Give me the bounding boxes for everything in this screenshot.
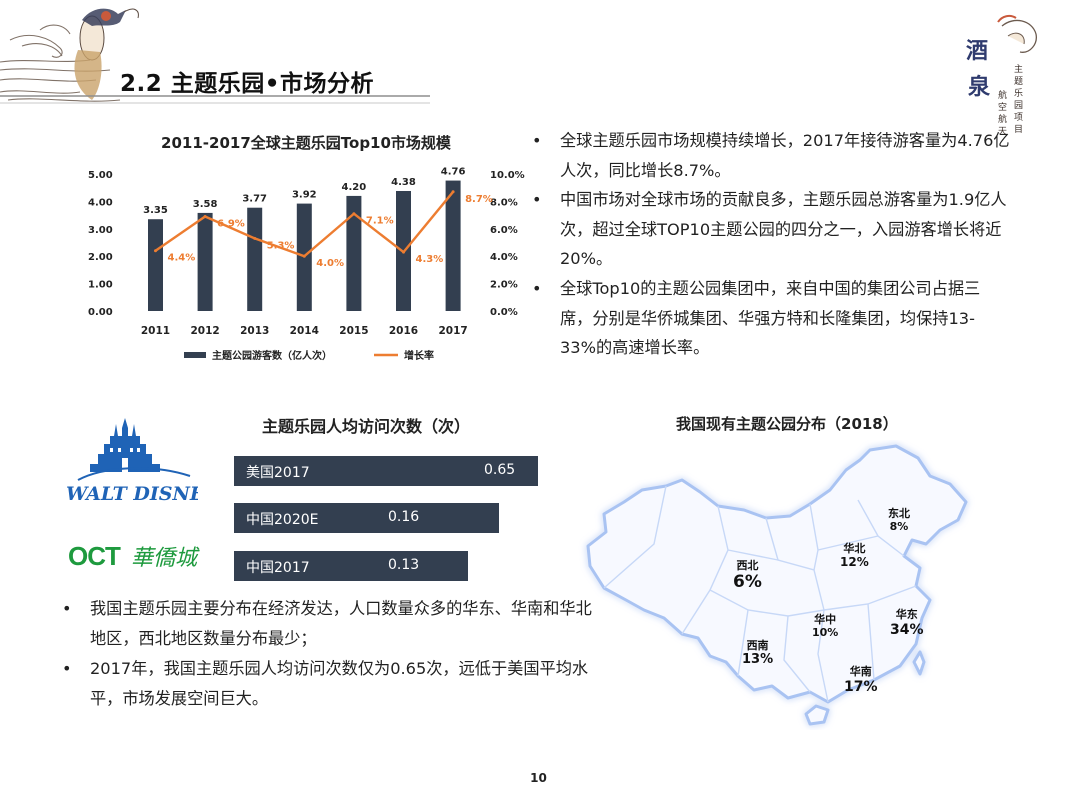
growth-rate-label: 6.9% bbox=[217, 218, 245, 229]
y-right-tick-label: 8.0% bbox=[490, 197, 518, 208]
growth-rate-point bbox=[203, 214, 207, 218]
page-number: 10 bbox=[530, 771, 547, 785]
x-tick-label: 2016 bbox=[389, 325, 418, 337]
bar-value-label: 4.20 bbox=[342, 182, 367, 193]
market-bullets: • 全球主题乐园市场规模持续增长，2017年接待游客量为4.76亿人次，同比增长8… bbox=[530, 126, 1010, 363]
oct-wordmark: OCT bbox=[68, 541, 121, 571]
page-title: 2.2 主题乐园•市场分析 bbox=[120, 71, 374, 97]
disney-wordmark: WALT DISNEY bbox=[66, 483, 198, 505]
y-right-tick-label: 2.0% bbox=[490, 280, 518, 291]
bar-value-label: 4.38 bbox=[391, 177, 416, 188]
region-northwest: 西北 6% bbox=[733, 559, 762, 592]
growth-rate-label: 4.3% bbox=[416, 254, 444, 265]
svg-text:园: 园 bbox=[1014, 100, 1023, 111]
y-left-tick-label: 5.00 bbox=[88, 170, 113, 181]
bar-value-label: 4.76 bbox=[441, 167, 466, 178]
bar-value-label: 3.77 bbox=[242, 194, 267, 205]
map-title: 我国现有主题公园分布（2018） bbox=[676, 415, 898, 433]
growth-rate-point bbox=[402, 250, 405, 254]
x-tick-label: 2015 bbox=[339, 325, 368, 337]
x-tick-label: 2017 bbox=[438, 325, 467, 337]
market-size-chart: 0.00 1.00 2.00 3.00 4.00 5.00 0.0% 2.0% 4.0% 6.0%… bbox=[88, 167, 525, 362]
bullet-item: • 中国市场对全球市场的贡献良多，主题乐园总游客量为1.9亿人次，超过全球TOP1… bbox=[532, 190, 1007, 269]
chart-title: 2011-2017全球主题乐园Top10市场规模 bbox=[161, 134, 451, 152]
x-tick-label: 2011 bbox=[141, 325, 170, 337]
growth-rate-point bbox=[302, 254, 306, 258]
growth-rate-label: 8.7% bbox=[465, 194, 493, 205]
bar-value-label: 3.92 bbox=[292, 190, 317, 201]
logo-char-2: 泉 bbox=[968, 74, 991, 100]
svg-text:主: 主 bbox=[1014, 63, 1023, 75]
bar-value-label: 3.58 bbox=[193, 199, 218, 210]
growth-rate-point bbox=[451, 190, 455, 194]
china-theme-park-map bbox=[586, 444, 968, 726]
header-decoration bbox=[0, 8, 430, 104]
svg-text:天: 天 bbox=[998, 127, 1007, 134]
oct-chinese-wordmark: 華僑城 bbox=[130, 546, 197, 571]
growth-rate-point bbox=[154, 249, 157, 253]
bar bbox=[148, 219, 163, 311]
y-left-tick-label: 3.00 bbox=[88, 225, 113, 236]
distribution-bullets: • 我国主题乐园主要分布在经济发达，人口数量众多的华东、华南和华北地区，西北地区数… bbox=[60, 594, 600, 714]
svg-text:航: 航 bbox=[998, 113, 1007, 125]
growth-rate-point bbox=[253, 236, 257, 240]
y-left-tick-label: 1.00 bbox=[88, 280, 113, 291]
svg-text:项: 项 bbox=[1014, 112, 1023, 123]
y-left-tick-label: 2.00 bbox=[88, 252, 113, 263]
region-north: 华北 12% bbox=[840, 542, 869, 569]
region-central: 华中 10% bbox=[812, 613, 839, 639]
y-right-tick-label: 6.0% bbox=[490, 225, 518, 236]
bar bbox=[247, 207, 263, 311]
visits-title: 主题乐园人均访问次数（次） bbox=[262, 417, 471, 436]
x-tick-label: 2012 bbox=[190, 325, 219, 337]
region-south: 华南 17% bbox=[844, 665, 878, 695]
y-left-tick-label: 4.00 bbox=[88, 197, 113, 208]
oct-logo: OCT 華僑城 bbox=[68, 540, 198, 574]
bullet-item: • 我国主题乐园主要分布在经济发达，人口数量众多的华东、华南和华北地区，西北地区数… bbox=[62, 599, 592, 648]
bar bbox=[346, 195, 362, 311]
svg-text:空: 空 bbox=[998, 101, 1007, 113]
svg-text:目: 目 bbox=[1014, 124, 1023, 134]
legend-bar-label: 主题公园游客数（亿人次） bbox=[212, 349, 332, 362]
growth-rate-label: 4.4% bbox=[168, 253, 196, 264]
walt-disney-logo: WALT DISNEY bbox=[66, 418, 198, 505]
y-right-tick-label: 0.0% bbox=[490, 307, 518, 318]
svg-text:乐: 乐 bbox=[1014, 87, 1023, 99]
bar-value-label: 3.35 bbox=[143, 205, 168, 216]
region-east: 华东 34% bbox=[890, 608, 924, 638]
growth-rate-point bbox=[352, 212, 356, 216]
bar bbox=[197, 212, 213, 311]
legend-bar-swatch bbox=[184, 352, 206, 358]
y-right-tick-label: 4.0% bbox=[490, 252, 518, 263]
legend-line-label: 增长率 bbox=[404, 349, 434, 362]
visits-bar: 美国2017 0.65 bbox=[234, 456, 538, 486]
y-right-tick-label: 10.0% bbox=[490, 170, 525, 181]
logo-char-1: 酒 bbox=[966, 38, 988, 64]
bar bbox=[445, 180, 461, 311]
growth-rate-label: 4.0% bbox=[316, 258, 344, 269]
visits-bar: 中国2020E 0.16 bbox=[234, 503, 499, 533]
x-tick-label: 2014 bbox=[290, 325, 319, 337]
region-northeast: 东北 8% bbox=[888, 507, 910, 533]
svg-text:题: 题 bbox=[1014, 76, 1023, 87]
y-left-tick-label: 0.00 bbox=[88, 307, 113, 318]
growth-rate-label: 7.1% bbox=[366, 216, 394, 227]
region-southwest: 西南 13% bbox=[742, 639, 774, 667]
bullet-item: • 全球Top10的主题公园集团中，来自中国的集团公司占据三席，分别是华侨城集团、… bbox=[532, 278, 981, 358]
x-tick-label: 2013 bbox=[240, 325, 269, 337]
svg-text:航: 航 bbox=[998, 89, 1007, 101]
visits-bar: 中国2017 0.13 bbox=[234, 551, 468, 581]
bullet-item: • 全球主题乐园市场规模持续增长，2017年接待游客量为4.76亿人次，同比增长8… bbox=[532, 131, 1010, 180]
growth-rate-label: 5.3% bbox=[267, 240, 295, 251]
bullet-item: • 2017年，我国主题乐园人均访问次数仅为0.65次，远低于美国平均水平，市场发… bbox=[62, 659, 589, 708]
